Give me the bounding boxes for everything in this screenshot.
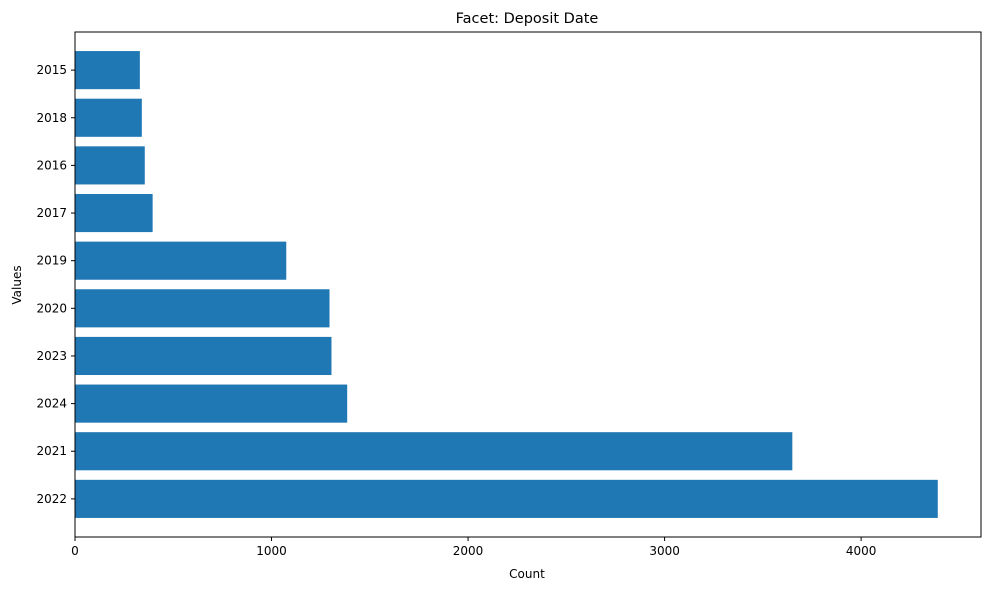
y-tick-label: 2019 bbox=[36, 254, 67, 268]
bar-2019 bbox=[75, 241, 287, 280]
bars-group bbox=[75, 51, 938, 518]
bar-2021 bbox=[75, 432, 793, 471]
bar-2023 bbox=[75, 336, 332, 376]
chart-title: Facet: Deposit Date bbox=[456, 11, 599, 27]
y-tick-label: 2022 bbox=[36, 492, 67, 506]
bar-2022 bbox=[75, 479, 938, 518]
x-tick-label: 4000 bbox=[846, 544, 877, 558]
y-tick-label: 2020 bbox=[36, 301, 67, 315]
plot-frame bbox=[74, 31, 982, 538]
bar-2016 bbox=[75, 146, 145, 185]
bar-2024 bbox=[75, 384, 348, 423]
bar-2018 bbox=[75, 98, 142, 137]
bar-2015 bbox=[75, 51, 140, 90]
y-tick-label: 2023 bbox=[36, 349, 67, 363]
y-tick-label: 2016 bbox=[36, 158, 67, 172]
x-axis-ticks: 0 1000 2000 3000 4000 bbox=[71, 537, 876, 558]
y-tick-label: 2018 bbox=[36, 111, 67, 125]
y-tick-label: 2017 bbox=[36, 206, 67, 220]
x-tick-label: 2000 bbox=[453, 544, 484, 558]
x-tick-label: 3000 bbox=[649, 544, 680, 558]
y-axis-label: Values bbox=[10, 265, 24, 304]
y-tick-label: 2015 bbox=[36, 63, 67, 77]
y-tick-label: 2024 bbox=[36, 397, 67, 411]
y-axis-ticks: 2015 2018 2016 2017 2019 2020 2023 2024 2021 2022 bbox=[36, 63, 75, 506]
x-tick-label: 0 bbox=[71, 544, 79, 558]
x-tick-label: 1000 bbox=[256, 544, 287, 558]
y-tick-label: 2021 bbox=[36, 444, 67, 458]
bar-2017 bbox=[75, 193, 153, 233]
bar-2020 bbox=[75, 289, 330, 328]
x-axis-label: Count bbox=[509, 567, 545, 581]
